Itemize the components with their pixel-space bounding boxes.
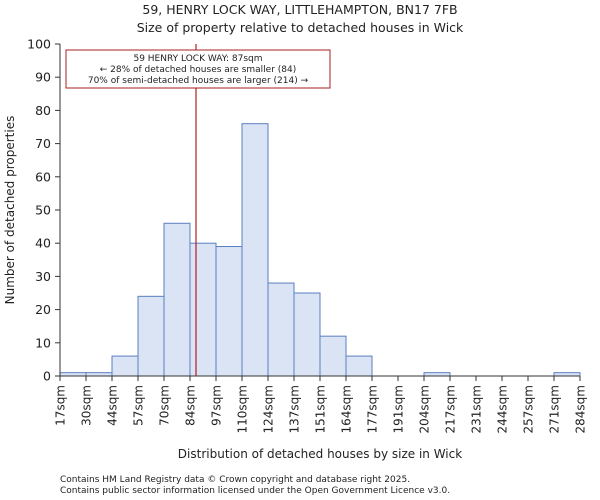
bar-84sqm: [189, 242, 217, 377]
y-ticks-group: 0 10 20 30 40 50 60 70 80 90 100: [27, 37, 60, 384]
x-tick-label: 231sqm: [470, 385, 484, 433]
x-tick-label: 44sqm: [106, 385, 120, 426]
y-tick-label: 80: [35, 103, 51, 118]
x-tick-label: 151sqm: [314, 385, 328, 433]
footer-line-2: Contains public sector information licen…: [60, 486, 450, 496]
bar-97sqm: [215, 246, 243, 377]
annotation-frame: [65, 49, 331, 89]
y-tick-label: 90: [35, 70, 51, 85]
bar-44sqm: [111, 355, 139, 377]
x-tick-label: 17sqm: [54, 385, 68, 426]
x-axis-label: Distribution of detached houses by size …: [178, 447, 462, 461]
bar-110sqm: [241, 123, 269, 377]
x-tick-label: 70sqm: [158, 385, 172, 426]
bar-70sqm: [163, 222, 191, 377]
x-tick-label: 97sqm: [210, 385, 224, 426]
y-tick-label: 100: [27, 37, 51, 52]
x-tick-label: 164sqm: [340, 385, 354, 433]
bar-164sqm: [345, 355, 373, 377]
y-tick-label: 50: [35, 203, 51, 218]
bar-124sqm: [267, 282, 295, 377]
y-tick-label: 30: [35, 269, 51, 284]
bar-151sqm: [319, 335, 347, 377]
y-tick-label: 0: [43, 369, 51, 384]
x-tick-label: 204sqm: [418, 385, 432, 433]
x-tick-label: 191sqm: [392, 385, 406, 433]
y-axis-label: Number of detached properties: [3, 116, 17, 305]
x-tick-label: 177sqm: [366, 385, 380, 433]
x-tick-label: 124sqm: [262, 385, 276, 433]
y-tick-label: 20: [35, 302, 51, 317]
y-tick-label: 40: [35, 236, 51, 251]
x-tick-label: 30sqm: [80, 385, 94, 426]
x-tick-label: 57sqm: [132, 385, 146, 426]
bar-57sqm: [137, 295, 165, 377]
x-tick-label: 217sqm: [444, 385, 458, 433]
x-tick-label: 84sqm: [184, 385, 198, 426]
chart-title: 59, HENRY LOCK WAY, LITTLEHAMPTON, BN17 …: [142, 2, 457, 17]
y-tick-label: 10: [35, 335, 51, 350]
x-tick-label: 110sqm: [236, 385, 250, 433]
x-tick-label: 271sqm: [548, 385, 562, 433]
y-tick-label: 70: [35, 136, 51, 151]
bars-group: [59, 123, 581, 377]
annotation-line-2: ← 28% of detached houses are smaller (84…: [100, 65, 297, 75]
chart-subtitle: Size of property relative to detached ho…: [137, 20, 464, 35]
x-tick-label: 244sqm: [496, 385, 510, 433]
x-tick-label: 284sqm: [574, 385, 588, 433]
x-tick-label: 257sqm: [522, 385, 536, 433]
annotation-line-1: 59 HENRY LOCK WAY: 87sqm: [133, 54, 262, 64]
x-tick-label: 137sqm: [288, 385, 302, 433]
footer-line-1: Contains HM Land Registry data © Crown c…: [60, 475, 410, 485]
bar-137sqm: [293, 292, 321, 377]
annotation-box: 59 HENRY LOCK WAY: 87sqm ← 28% of detach…: [65, 49, 331, 89]
annotation-line-3: 70% of semi-detached houses are larger (…: [88, 76, 309, 86]
x-ticks-group: 17sqm 30sqm 44sqm 57sqm 70sqm 84sqm 97sqm 110sq…: [54, 376, 588, 433]
y-tick-label: 60: [35, 169, 51, 184]
